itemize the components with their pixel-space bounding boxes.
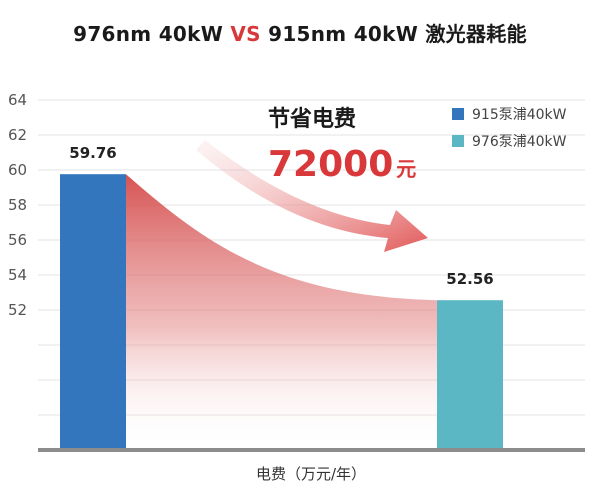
- legend: 915泵浦40kW 976泵浦40kW: [452, 107, 567, 150]
- title-part2: 915nm 40kW 激光器耗能: [260, 22, 527, 46]
- y-tick-label: 62: [8, 126, 27, 144]
- x-axis-label: 电费（万元/年）: [256, 465, 366, 483]
- bar-value-label: 52.56: [446, 270, 493, 288]
- bar-915: [60, 174, 126, 450]
- savings-amount-text: 72000 元: [268, 144, 416, 185]
- y-tick-label: 58: [8, 196, 27, 214]
- legend-swatch: [452, 135, 464, 147]
- savings-unit: 元: [396, 157, 416, 181]
- legend-swatch: [452, 108, 464, 120]
- y-tick-label: 64: [8, 91, 27, 109]
- title-vs: VS: [230, 22, 261, 46]
- y-tick-label: 60: [8, 161, 27, 179]
- y-tick-label: 56: [8, 231, 27, 249]
- savings-label: 节省电费: [268, 107, 356, 132]
- bar-976: [437, 300, 503, 450]
- legend-label: 976泵浦40kW: [472, 134, 567, 150]
- legend-label: 915泵浦40kW: [472, 107, 567, 123]
- savings-gradient-area: [126, 174, 437, 450]
- title-part1: 976nm 40kW: [73, 22, 231, 46]
- bars: 59.76 52.56: [60, 144, 503, 450]
- savings-amount: 72000: [268, 144, 393, 185]
- y-axis-ticks: 52 54 56 58 60 62 64: [8, 91, 27, 319]
- savings-arrow-icon: [196, 140, 428, 252]
- bar-value-label: 59.76: [69, 144, 116, 162]
- y-tick-label: 54: [8, 266, 27, 284]
- chart-title: 976nm 40kW VS 915nm 40kW 激光器耗能: [0, 18, 600, 47]
- y-tick-label: 52: [8, 301, 27, 319]
